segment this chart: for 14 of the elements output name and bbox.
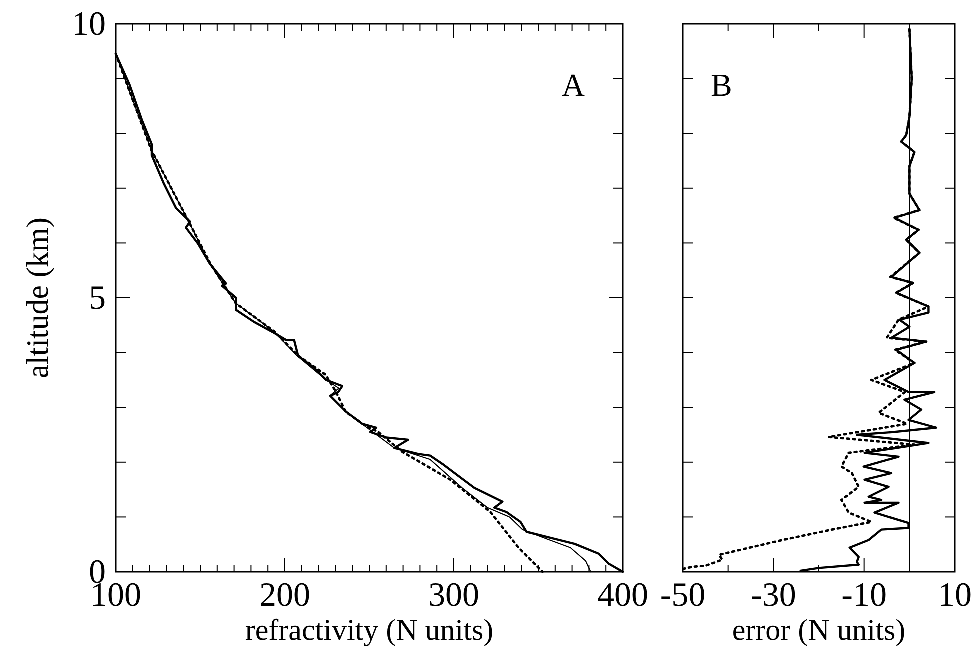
y-axis-title: altitude (km) [20, 218, 55, 378]
y-tick-label: 5 [89, 280, 106, 317]
x-tick-label: 10 [938, 577, 972, 614]
x-tick-label: 400 [598, 577, 648, 614]
annotation: B [711, 67, 732, 103]
x-tick-label: -30 [751, 577, 796, 614]
x-tick-label: -10 [842, 577, 887, 614]
x-tick-label: 200 [260, 577, 310, 614]
annotation: A [562, 67, 585, 103]
x-axis-title: refractivity (N units) [245, 614, 494, 647]
x-tick-label: -50 [660, 577, 706, 614]
x-axis-title: error (N units) [732, 614, 906, 647]
y-tick-label: 10 [72, 6, 106, 43]
x-tick-label: 300 [428, 577, 480, 614]
